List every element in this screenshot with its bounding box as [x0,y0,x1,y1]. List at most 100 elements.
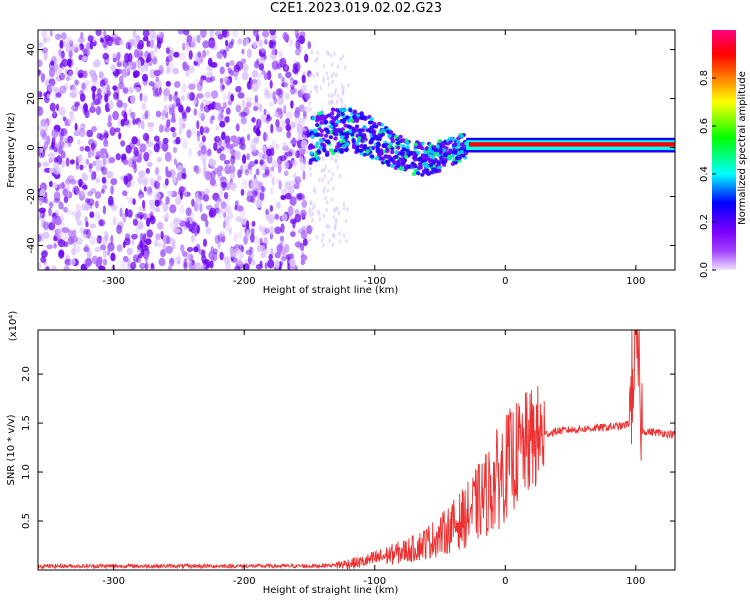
heatmap-cell [67,210,74,215]
heatmap-cell [67,175,75,183]
heatmap-cell [416,150,421,155]
heatmap-cell [271,60,279,70]
heatmap-cell [259,57,265,65]
heatmap-cell [199,125,204,136]
heatmap-cell [205,127,210,134]
heatmap-cell [146,40,151,48]
heatmap-cell [260,252,266,259]
heatmap-cell [229,172,236,180]
heatmap-cell [156,175,162,181]
colorbar-tick-label: 0.4 [699,166,710,182]
heatmap-cell [83,103,88,112]
colorbar: 0.0 0.2 0.4 0.6 0.8 Normalized spectral ampli… [699,30,748,278]
heatmap-cell [432,152,437,157]
heatmap-cell [70,235,78,243]
heatmap-cell [118,81,125,90]
heatmap-cell [336,165,339,170]
heatmap-cell [102,39,108,49]
heatmap-cell [235,123,240,132]
heatmap-cell [266,113,271,119]
heatmap-cell [79,93,86,102]
heatmap-cell [77,155,83,166]
heatmap-cell [315,85,318,90]
heatmap-cell [277,72,282,79]
heatmap-cell [74,79,79,86]
heatmap-cell [41,250,48,258]
heatmap-cell [256,58,260,66]
heatmap-cell [318,177,321,183]
heatmap-cell [63,265,70,270]
heatmap-cell [359,111,364,116]
heatmap-cell [172,177,177,184]
heatmap-cell [103,30,107,38]
heatmap-cell [256,129,261,137]
heatmap-cell [237,231,243,240]
heatmap-cell [128,108,133,116]
heatmap-cell [443,152,448,157]
heatmap-cell [315,88,318,94]
heatmap-cell [331,107,336,112]
heatmap-cell [163,95,168,102]
heatmap-cell [86,158,90,165]
heatmap-cell [46,244,53,250]
heatmap-cell [155,166,160,176]
heatmap-cell [253,106,259,112]
heatmap-cell [67,58,72,67]
heatmap-cell [158,124,164,133]
heatmap-cell [246,153,250,161]
heatmap-cell [156,221,164,230]
heatmap-cell [336,113,341,118]
heatmap-cell [58,49,62,57]
heatmap-cell [206,149,212,157]
heatmap-cell [219,66,225,75]
heatmap-cell [362,144,368,149]
heatmap-cell [142,36,149,42]
heatmap-cell [250,79,254,85]
heatmap-cell [222,84,225,90]
heatmap-cell [269,41,277,49]
heatmap-cell [134,86,141,93]
heatmap-cell [219,82,225,92]
heatmap-cell [82,203,90,211]
heatmap-cell [270,186,274,196]
heatmap-cell [320,169,324,174]
heatmap-cell [113,92,118,100]
heatmap-cell [267,259,275,269]
heatmap-cell [143,186,147,192]
heatmap-cell [155,233,161,241]
heatmap-cell [114,72,119,79]
x-axis-label: Height of straight line (km) [263,585,399,596]
heatmap-cell [158,257,166,267]
heatmap-cell [59,72,66,81]
heatmap-cell [338,107,344,112]
heatmap-cell [290,86,296,95]
heatmap-cell [269,80,273,89]
heatmap-cell [100,236,109,245]
heatmap-cell [400,138,405,143]
heatmap-cell [39,199,43,206]
heatmap-cell [346,124,351,129]
heatmap-cell [292,67,299,74]
heatmap-cell [157,31,164,39]
heatmap-cell [238,244,244,251]
heatmap-cell [334,158,338,163]
heatmap-cell [304,92,311,100]
heatmap-cell [139,92,143,102]
heatmap-cell [90,171,94,181]
heatmap-cell [204,91,211,99]
heatmap-cell [329,177,333,182]
heatmap-cell [122,85,129,96]
heatmap-cell [49,201,54,209]
heatmap-cell [281,188,287,195]
heatmap-cell [196,120,200,130]
heatmap-cell [266,154,273,164]
heatmap-cell [348,108,353,113]
heatmap-cell [208,40,216,48]
heatmap-cell [38,161,42,168]
heatmap-cell [318,145,323,150]
heatmap-cell [320,117,326,122]
heatmap-cell [313,84,317,90]
heatmap-cell [377,121,382,126]
heatmap-cell [261,30,269,38]
y-axis-label: SNR (10 * v/v) [6,414,17,485]
